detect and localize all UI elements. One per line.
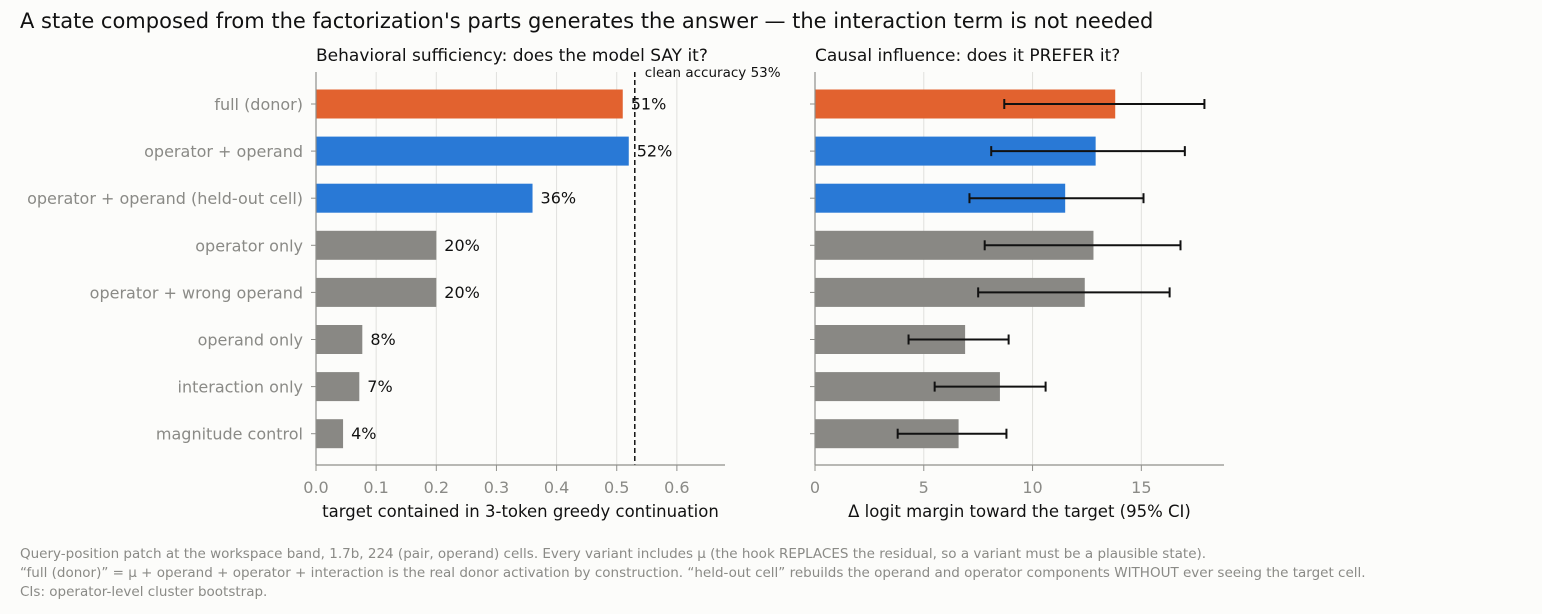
bar-full-donor — [316, 89, 623, 119]
x-tick-label: 10 — [1022, 478, 1042, 497]
bar-operator-operand-held-out-cell — [316, 183, 533, 213]
x-tick-label: 0.2 — [424, 478, 449, 497]
category-label-operator-only: operator only — [195, 236, 303, 255]
bar-operator-operand — [316, 136, 629, 166]
left-panel-title: Behavioral sufficiency: does the model S… — [316, 46, 708, 66]
x-tick-label: 0.5 — [604, 478, 629, 497]
x-tick-label: 5 — [919, 478, 929, 497]
category-label-interaction-only: interaction only — [178, 378, 303, 397]
x-tick-label: 0.3 — [484, 478, 509, 497]
footnotes: Query-position patch at the workspace ba… — [20, 545, 1366, 602]
data-label-operator-operand-held-out-cell: 36% — [541, 189, 577, 208]
bar-operand-only — [316, 325, 363, 354]
x-tick-label: 15 — [1131, 478, 1151, 497]
category-label-operator-operand: operator + operand — [144, 142, 303, 161]
right-x-axis-label: Δ logit margin toward the target (95% CI… — [848, 502, 1191, 521]
x-tick-label: 0 — [810, 478, 820, 497]
left-x-axis-label: target contained in 3-token greedy conti… — [322, 502, 719, 521]
data-label-operand-only: 8% — [370, 330, 395, 349]
x-tick-label: 0.6 — [664, 478, 689, 497]
behavioral-sufficiency-panel: Behavioral sufficiency: does the model S… — [27, 46, 781, 521]
data-label-operator-wrong-operand: 20% — [444, 283, 480, 302]
footnote-line: “full (donor)” = μ + operand + operator … — [20, 565, 1366, 581]
bar-operator-wrong-operand — [316, 277, 437, 307]
clean-accuracy-reference: clean accuracy 53% — [634, 65, 781, 465]
figure-title: A state composed from the factorization'… — [20, 9, 1154, 33]
data-label-operator-operand: 52% — [637, 142, 673, 161]
right-axes — [810, 72, 1224, 466]
data-label-interaction-only: 7% — [367, 377, 392, 396]
data-label-full-donor: 51% — [631, 95, 667, 114]
right-grid — [814, 72, 1142, 465]
category-label-operator-operand-held-out-cell: operator + operand (held-out cell) — [27, 189, 303, 208]
data-label-operator-only: 20% — [444, 236, 480, 255]
category-label-operand-only: operand only — [198, 331, 303, 350]
x-tick-label: 0.0 — [303, 478, 328, 497]
bar-interaction-only — [316, 372, 360, 402]
left-x-ticks: 0.0 0.1 0.2 0.3 0.4 0.5 0.6 — [303, 465, 690, 497]
left-axes — [311, 72, 725, 466]
right-panel-title: Causal influence: does it PREFER it? — [815, 46, 1120, 66]
bar-operator-only — [316, 230, 437, 260]
data-label-magnitude-control: 4% — [351, 424, 376, 443]
category-labels: full (donor) operator + operand operator +… — [27, 95, 303, 444]
footnote-line: CIs: operator-level cluster bootstrap. — [20, 584, 268, 600]
right-bars — [815, 89, 1116, 449]
left-bars — [316, 89, 629, 449]
right-x-ticks: 0 5 10 15 — [810, 465, 1152, 497]
category-label-full-donor: full (donor) — [214, 95, 303, 114]
causal-influence-panel: Causal influence: does it PREFER it? 0 5 1… — [810, 46, 1224, 521]
left-data-labels: 51% 52% 36% 20% 20% 8% 7% 4% — [351, 95, 672, 444]
right-error-bars — [896, 99, 1206, 439]
category-label-operator-wrong-operand: operator + wrong operand — [90, 283, 303, 302]
left-grid — [315, 72, 678, 465]
x-tick-label: 0.1 — [363, 478, 388, 497]
reference-label: clean accuracy 53% — [645, 65, 781, 81]
x-tick-label: 0.4 — [544, 478, 569, 497]
footnote-line: Query-position patch at the workspace ba… — [20, 546, 1207, 562]
bar-magnitude-control — [316, 419, 344, 449]
category-label-magnitude-control: magnitude control — [156, 425, 303, 444]
